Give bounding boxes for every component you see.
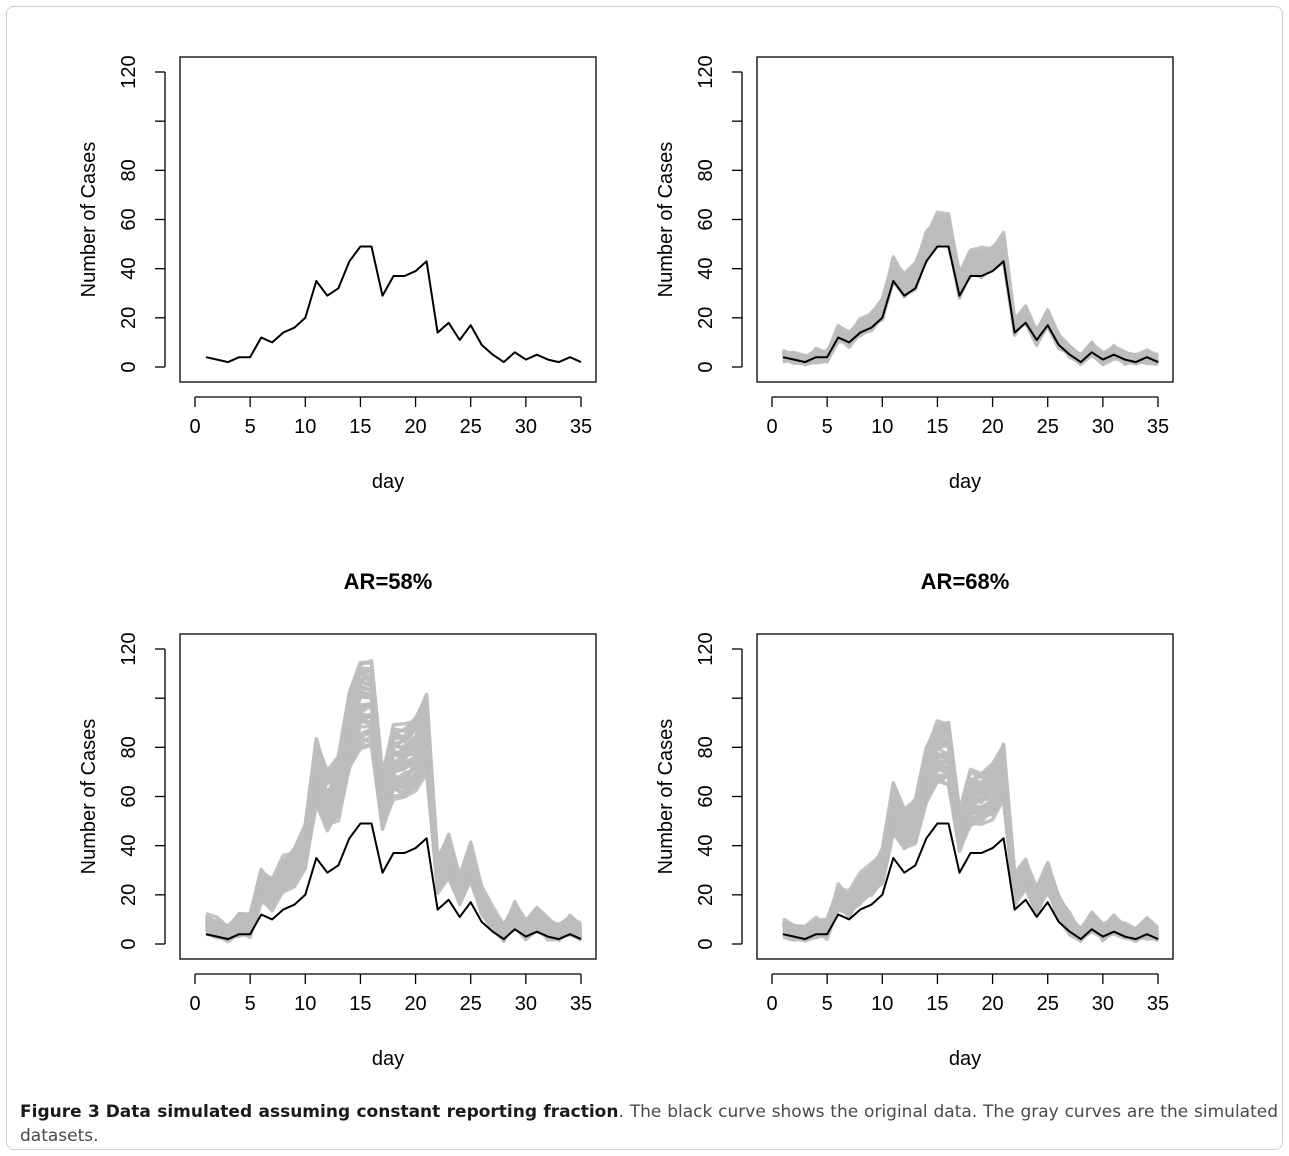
x-tick-label: 0: [766, 993, 777, 1015]
y-tick-label: 80: [118, 736, 140, 758]
original-data-line: [205, 822, 582, 941]
y-tick-label: 20: [118, 307, 140, 329]
figure-charts: 0 5 10 15 20 25 30 35 day 0 20 40 60 80 120 Number of C…: [78, 55, 1174, 1070]
x-tick-label: 5: [822, 993, 833, 1015]
x-tick-label: 30: [1092, 416, 1114, 438]
x-tick-label: 10: [294, 993, 316, 1015]
x-tick-label: 15: [926, 993, 948, 1015]
y-tick-label: 120: [695, 632, 717, 665]
x-tick-label: 0: [189, 416, 200, 438]
y-axis-label: Number of Cases: [655, 142, 677, 298]
x-tick-label: 5: [822, 416, 833, 438]
x-tick-label: 35: [570, 993, 592, 1015]
plot-frame: [756, 56, 1174, 383]
y-tick-label: 40: [118, 835, 140, 857]
figure-caption: Figure 3 Data simulated assuming constan…: [20, 1100, 1278, 1148]
y-tick-label: 0: [695, 361, 717, 372]
y-tick-label: 60: [118, 208, 140, 230]
y-axis-label: Number of Cases: [655, 719, 677, 875]
y-tick-label: 20: [118, 884, 140, 906]
chart-panel-1: 0 5 10 15 20 25 30 35 day 0 20 40 60 80 120 Number of C…: [78, 55, 597, 493]
caption-title: Data simulated assuming constant reporti…: [105, 1102, 619, 1122]
x-tick-label: 35: [1147, 993, 1169, 1015]
x-tick-label: 10: [871, 416, 893, 438]
y-tick-label: 120: [118, 632, 140, 665]
simulated-curve: [205, 660, 582, 931]
y-tick-label: 120: [118, 55, 140, 88]
x-tick-label: 25: [1037, 993, 1059, 1015]
simulated-curve: [782, 719, 1160, 937]
y-tick-label: 20: [695, 884, 717, 906]
x-tick-label: 15: [349, 993, 371, 1015]
original-data-line: [782, 822, 1159, 941]
y-tick-label: 80: [118, 159, 140, 181]
plot-frame: [756, 633, 1174, 960]
y-tick-label: 0: [118, 938, 140, 949]
y-tick-label: 40: [695, 835, 717, 857]
x-tick-label: 35: [1147, 416, 1169, 438]
original-data-line: [782, 245, 1159, 364]
y-tick-label: 0: [118, 361, 140, 372]
x-tick-label: 35: [570, 416, 592, 438]
chart-panel-2: 0 5 10 15 20 25 30 35 day 0 20 40 60 80 120 Number of C…: [655, 55, 1174, 493]
x-tick-label: 30: [1092, 993, 1114, 1015]
y-tick-label: 40: [695, 258, 717, 280]
caption-text: . The black curve shows the original dat…: [20, 1102, 1278, 1146]
chart-title: AR=58%: [344, 569, 433, 594]
x-tick-label: 20: [981, 416, 1003, 438]
y-tick-label: 60: [695, 785, 717, 807]
y-axis-label: Number of Cases: [78, 142, 100, 298]
x-tick-label: 0: [766, 416, 777, 438]
y-tick-label: 80: [695, 159, 717, 181]
x-tick-label: 25: [460, 416, 482, 438]
x-tick-label: 15: [349, 416, 371, 438]
x-axis-label: day: [949, 1048, 981, 1070]
x-tick-label: 15: [926, 416, 948, 438]
x-tick-label: 25: [1037, 416, 1059, 438]
x-axis-label: day: [372, 1048, 404, 1070]
x-tick-label: 5: [245, 993, 256, 1015]
y-tick-label: 0: [695, 938, 717, 949]
x-axis-label: day: [949, 471, 981, 493]
y-tick-label: 20: [695, 307, 717, 329]
chart-panel-4: AR=68% 0 5 10 15 20 25 30 35 day 0 20 40 60 80 120 Numbe…: [655, 569, 1174, 1070]
plot-frame: [179, 633, 597, 960]
x-tick-label: 20: [404, 993, 426, 1015]
y-tick-label: 80: [695, 736, 717, 758]
original-data-line: [205, 245, 582, 364]
x-tick-label: 0: [189, 993, 200, 1015]
caption-label: Figure 3: [20, 1102, 100, 1122]
simulated-curve: [782, 210, 1160, 365]
x-tick-label: 10: [294, 416, 316, 438]
figure-frame: [6, 6, 1283, 1150]
x-axis-label: day: [372, 471, 404, 493]
y-axis-label: Number of Cases: [78, 719, 100, 875]
x-tick-label: 10: [871, 993, 893, 1015]
y-tick-label: 120: [695, 55, 717, 88]
x-tick-label: 20: [404, 416, 426, 438]
chart-panel-3: AR=58% 0 5 10 15 20 25 30 35 day 0 20 40 60 80 120 Numbe…: [78, 569, 597, 1070]
x-tick-label: 30: [515, 993, 537, 1015]
chart-title: AR=68%: [921, 569, 1010, 594]
y-tick-label: 60: [118, 785, 140, 807]
x-tick-label: 20: [981, 993, 1003, 1015]
x-tick-label: 30: [515, 416, 537, 438]
x-tick-label: 25: [460, 993, 482, 1015]
simulated-curve: [782, 215, 1159, 363]
plot-frame: [179, 56, 597, 383]
y-tick-label: 40: [118, 258, 140, 280]
x-tick-label: 5: [245, 416, 256, 438]
y-tick-label: 60: [695, 208, 717, 230]
